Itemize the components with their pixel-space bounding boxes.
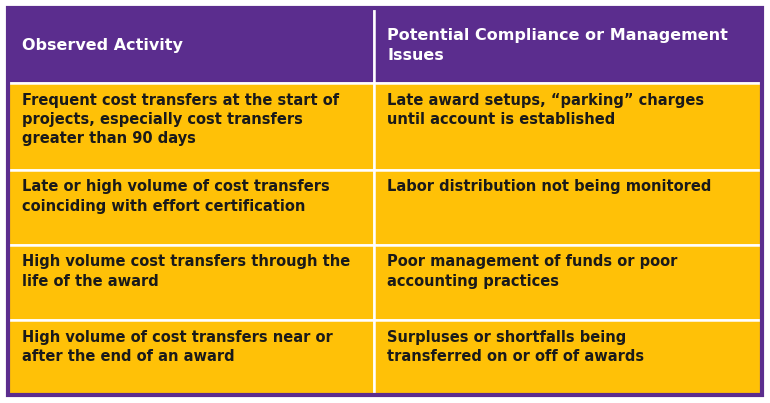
Text: High volume of cost transfers near or
after the end of an award: High volume of cost transfers near or af…: [22, 330, 333, 364]
Text: Potential Compliance or Management
Issues: Potential Compliance or Management Issue…: [387, 29, 728, 62]
Bar: [8, 320, 373, 395]
Bar: [8, 8, 373, 83]
Bar: [373, 320, 762, 395]
Bar: [8, 245, 373, 320]
Bar: [373, 245, 762, 320]
Text: Labor distribution not being monitored: Labor distribution not being monitored: [387, 179, 711, 194]
Text: Observed Activity: Observed Activity: [22, 38, 182, 53]
Text: Late award setups, “parking” charges
until account is established: Late award setups, “parking” charges unt…: [387, 93, 705, 127]
Bar: [8, 170, 373, 245]
Text: Frequent cost transfers at the start of
projects, especially cost transfers
grea: Frequent cost transfers at the start of …: [22, 93, 339, 146]
Text: Surpluses or shortfalls being
transferred on or off of awards: Surpluses or shortfalls being transferre…: [387, 330, 644, 364]
Text: Late or high volume of cost transfers
coinciding with effort certification: Late or high volume of cost transfers co…: [22, 179, 330, 214]
Bar: [373, 170, 762, 245]
Bar: [373, 8, 762, 83]
Bar: [8, 83, 373, 170]
Text: Poor management of funds or poor
accounting practices: Poor management of funds or poor account…: [387, 255, 678, 289]
Text: High volume cost transfers through the
life of the award: High volume cost transfers through the l…: [22, 255, 350, 289]
Bar: [373, 83, 762, 170]
